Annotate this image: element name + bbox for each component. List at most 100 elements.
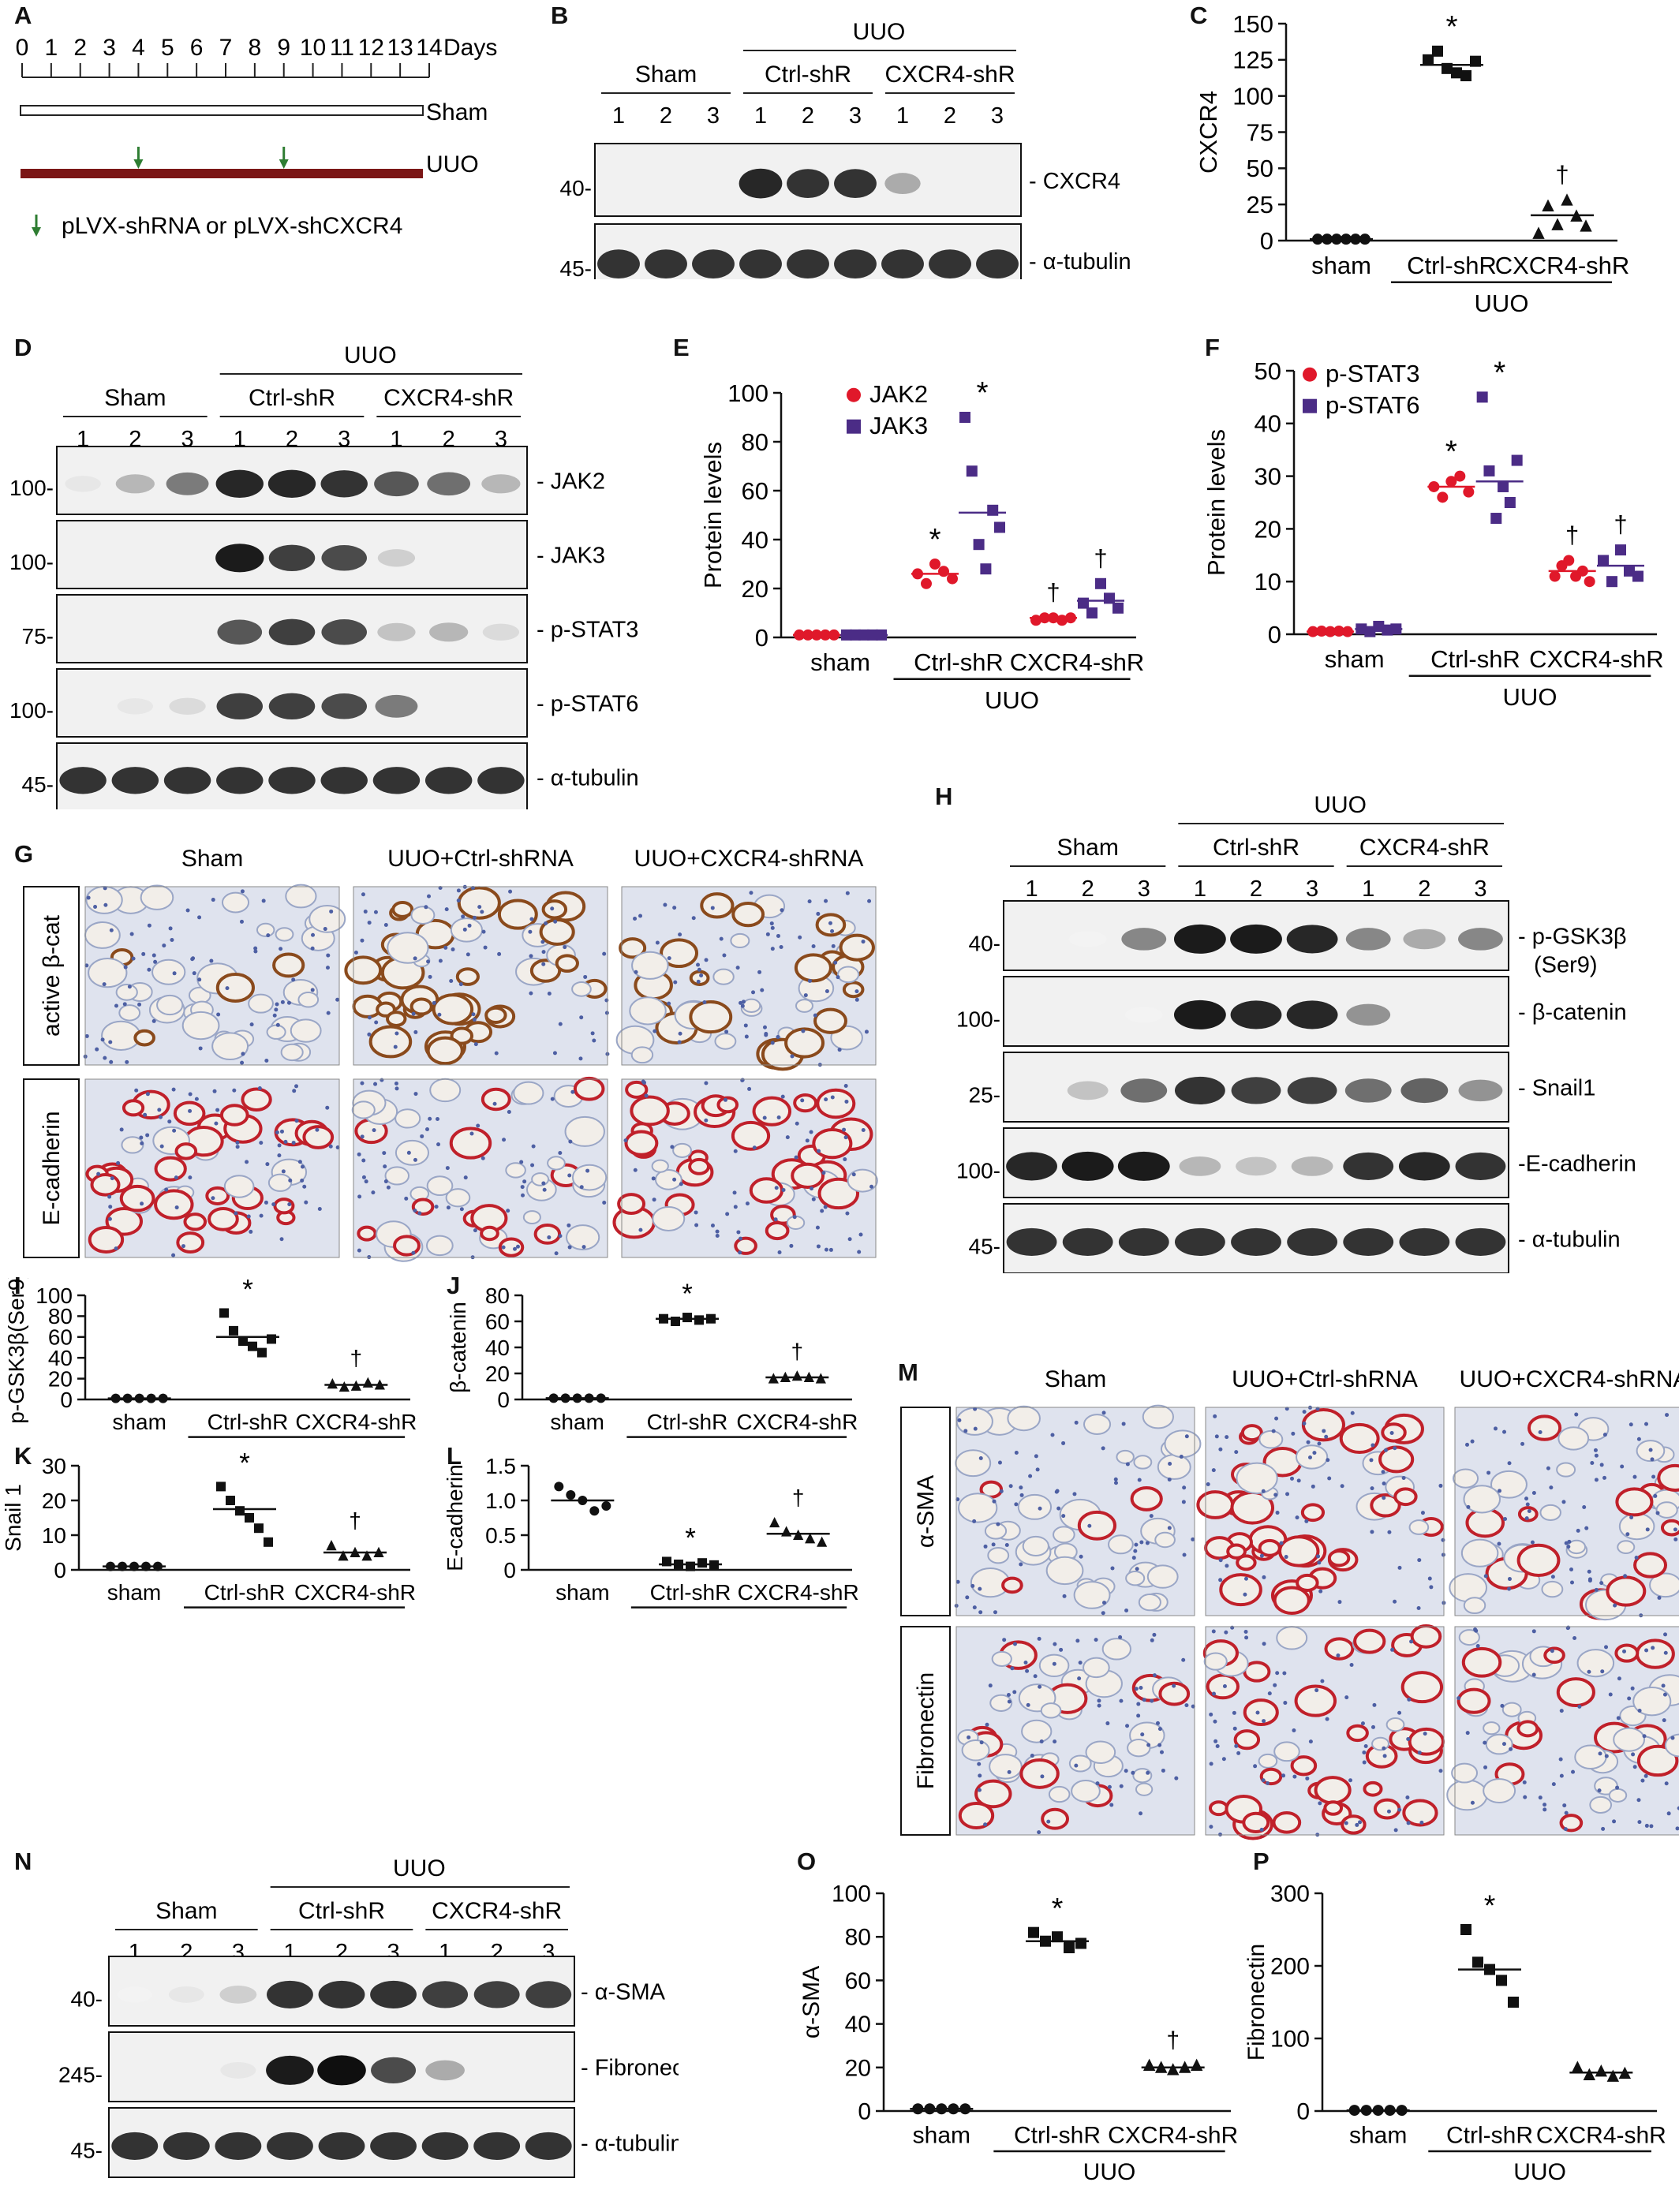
blot-band	[421, 2132, 469, 2160]
blot-band	[370, 2132, 417, 2160]
tubule	[700, 892, 735, 919]
nucleus-dot	[965, 1595, 970, 1600]
histology-row-label-box	[900, 1407, 951, 1616]
nucleus-dot	[1155, 1721, 1160, 1725]
histology-panel-m: Sham UUO+Ctrl-shRNA UUO+CXCR4-shRNAα-SMAFi…	[900, 1366, 1679, 1840]
nucleus-dot	[744, 1034, 749, 1039]
blot-band	[163, 2132, 210, 2160]
tubule	[285, 884, 317, 909]
nucleus-dot	[1213, 1719, 1217, 1724]
nucleus-dot	[691, 916, 696, 921]
nucleus-dot	[1295, 1515, 1299, 1520]
tubule	[1219, 1573, 1262, 1607]
data-point	[1496, 1975, 1507, 1986]
blot-group-label: Sham	[155, 1898, 217, 1924]
nucleus-dot	[805, 1138, 810, 1143]
tubule	[522, 1210, 541, 1224]
nucleus-dot	[1520, 1441, 1525, 1446]
nucleus-dot	[741, 1000, 746, 1004]
nucleus-dot	[1608, 1692, 1613, 1697]
tubule	[689, 1000, 733, 1034]
blot-band	[1398, 1152, 1450, 1181]
nucleus-dot	[867, 899, 872, 903]
nucleus-dot	[1525, 1502, 1530, 1507]
nucleus-dot	[1040, 1774, 1045, 1779]
tubule	[730, 932, 750, 949]
nucleus-dot	[781, 1187, 786, 1192]
nucleus-dot	[240, 1060, 245, 1065]
data-point	[1454, 470, 1466, 482]
nucleus-dot	[552, 1051, 557, 1056]
tubule	[1649, 1572, 1679, 1598]
blot-band	[268, 767, 316, 794]
category-label: Ctrl-shR	[1407, 252, 1497, 279]
blot-band	[692, 249, 735, 278]
nucleus-dot	[1133, 1549, 1138, 1553]
nucleus-dot	[1564, 1541, 1569, 1545]
tubule	[1053, 1526, 1075, 1544]
tubule	[88, 958, 128, 988]
nucleus-dot	[770, 947, 775, 951]
nucleus-dot	[417, 1211, 422, 1216]
data-point	[338, 1550, 349, 1561]
blot-band	[525, 2132, 572, 2160]
tubule	[672, 1142, 693, 1158]
nucleus-dot	[670, 1145, 675, 1149]
tubule	[1125, 1571, 1146, 1586]
histology-row-label: Fibronectin	[913, 1672, 939, 1789]
blot-band	[216, 767, 264, 794]
tubule	[1021, 1719, 1053, 1743]
nucleus-dot	[361, 892, 365, 897]
tubule	[272, 952, 305, 978]
nucleus-dot	[211, 898, 215, 902]
nucleus-dot	[1291, 1431, 1296, 1436]
tubule	[1458, 1629, 1480, 1646]
data-point	[1549, 570, 1561, 582]
tubule	[1633, 1552, 1668, 1579]
tubule	[1259, 1767, 1283, 1786]
data-point	[1190, 2058, 1203, 2072]
tubule	[497, 899, 538, 930]
nucleus-dot	[973, 1426, 978, 1431]
blot-band	[374, 471, 419, 497]
nucleus-dot	[810, 1186, 814, 1191]
nucleus-dot	[547, 1235, 552, 1240]
nucleus-dot	[428, 974, 432, 979]
nucleus-dot	[1157, 1743, 1162, 1747]
y-tick-label: 80	[48, 1304, 73, 1328]
nucleus-dot	[1362, 1760, 1367, 1765]
nucleus-dot	[1174, 1776, 1179, 1780]
nucleus-dot	[1561, 1500, 1566, 1504]
blot-band	[318, 2132, 365, 2160]
nucleus-dot	[1014, 1450, 1019, 1455]
nucleus-dot	[404, 1196, 409, 1201]
nucleus-dot	[411, 1011, 416, 1016]
blot-lane-number: 1	[754, 103, 767, 129]
nucleus-dot	[704, 958, 709, 962]
nucleus-dot	[830, 929, 835, 933]
tubule	[712, 968, 735, 985]
nucleus-dot	[1470, 1439, 1475, 1444]
blot-mw-marker: 245-	[58, 2062, 103, 2087]
nucleus-dot	[1094, 1638, 1098, 1642]
nucleus-dot	[1075, 1638, 1080, 1643]
nucleus-dot	[1393, 1828, 1398, 1833]
nucleus-dot	[776, 1115, 781, 1120]
tubule	[1040, 1702, 1062, 1719]
tubule	[958, 1801, 995, 1829]
nucleus-dot	[739, 1236, 743, 1241]
y-tick-label: 40	[845, 2012, 871, 2038]
y-tick-label: 100	[1270, 2027, 1310, 2053]
data-point	[589, 1506, 600, 1516]
nucleus-dot	[1137, 1478, 1142, 1482]
nucleus-dot	[803, 993, 808, 998]
nucleus-dot	[326, 1011, 331, 1015]
data-point	[1606, 576, 1617, 588]
tubule	[1164, 1429, 1202, 1459]
data-point	[1542, 199, 1554, 211]
nucleus-dot	[1636, 1437, 1641, 1441]
nucleus-dot	[837, 1048, 842, 1052]
nucleus-dot	[1599, 1463, 1604, 1467]
